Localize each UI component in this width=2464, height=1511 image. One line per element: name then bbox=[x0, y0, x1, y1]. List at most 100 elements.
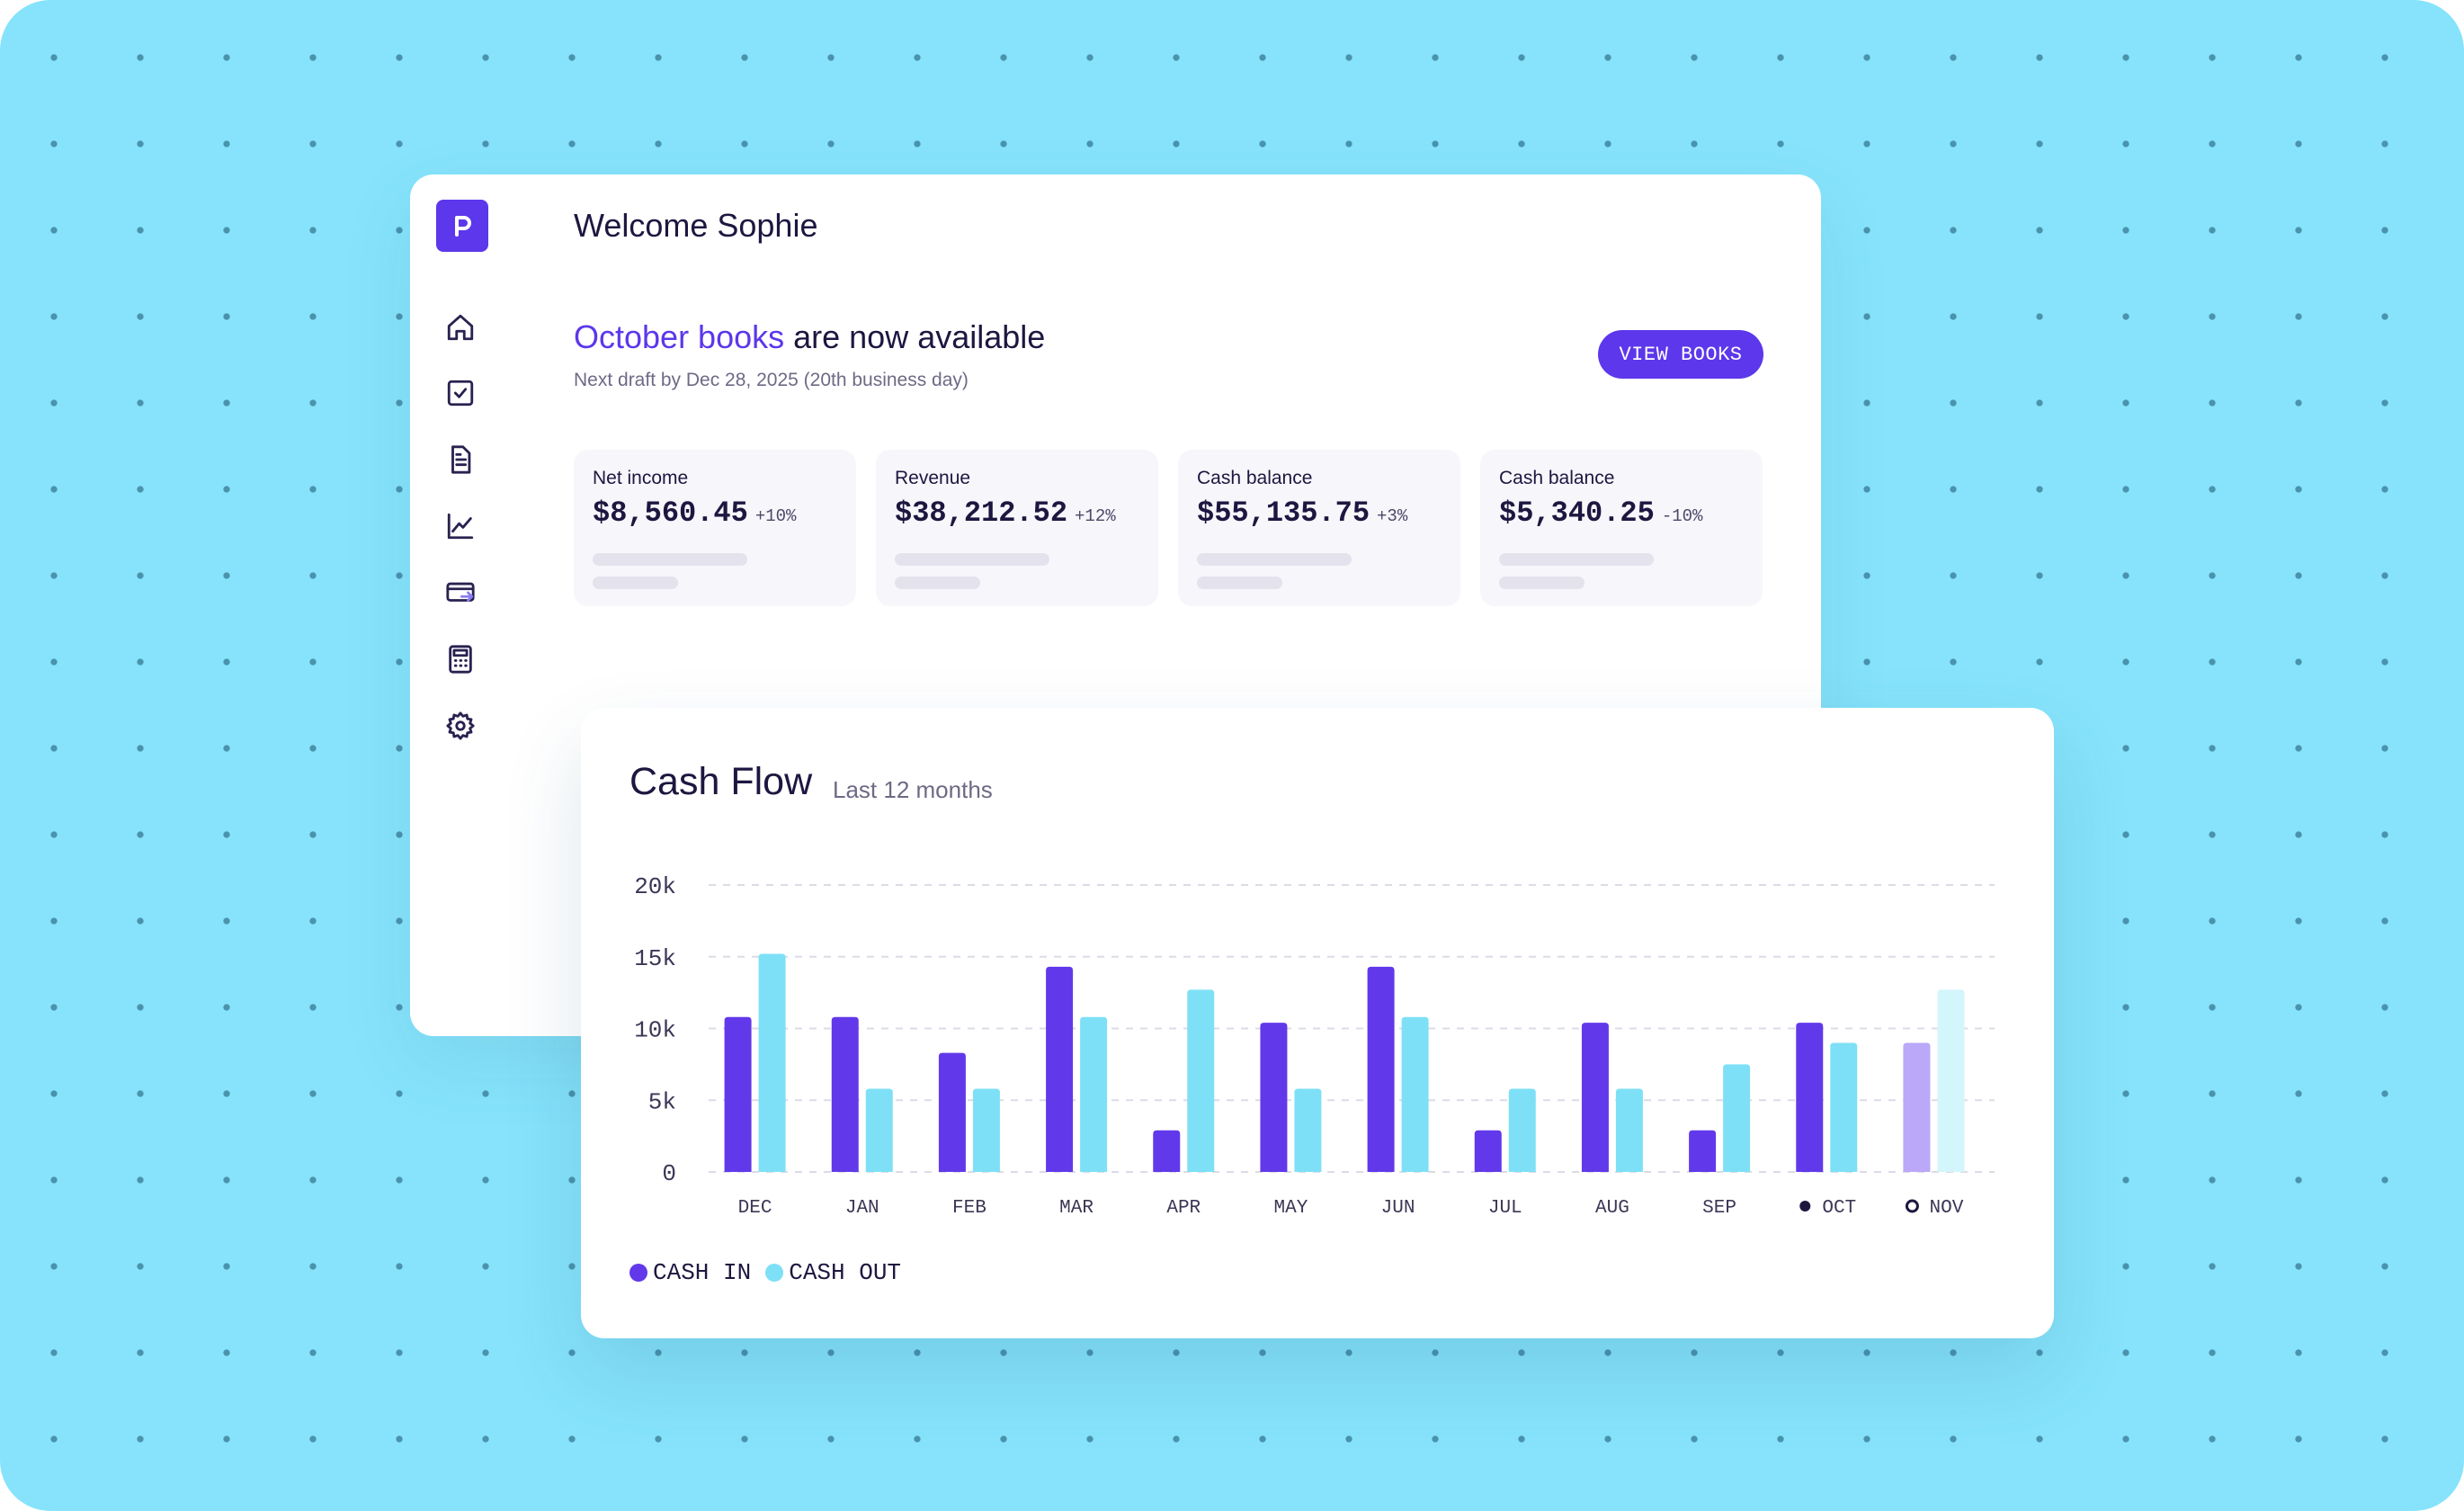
x-tick-label: JUN bbox=[1381, 1198, 1415, 1219]
sidebar-item-reports[interactable] bbox=[442, 508, 478, 544]
kpi-amount: $55,135.75 bbox=[1197, 496, 1370, 530]
kpi-value: $55,135.75 +3% bbox=[1197, 496, 1407, 530]
kpi-label: Cash balance bbox=[1499, 468, 1615, 488]
kpi-value: $5,340.25 -10% bbox=[1499, 496, 1702, 530]
chart-legend: CASH IN CASH OUT bbox=[629, 1259, 901, 1286]
y-tick-label: 15k bbox=[634, 945, 676, 972]
bar-cash-in bbox=[831, 1016, 859, 1172]
bar-cash-out bbox=[1508, 1088, 1536, 1172]
bar-cash-out bbox=[1830, 1042, 1858, 1172]
home-icon bbox=[447, 314, 474, 341]
cash-flow-chart: 20k 15k 10k 5k 0 DEC JAN FEB MAR APR MAY JUN JUL AUG S… bbox=[634, 873, 1995, 1219]
bar-cash-in bbox=[1260, 1023, 1288, 1172]
bar-cash-in bbox=[1689, 1130, 1717, 1172]
bar-cash-in bbox=[1367, 966, 1395, 1172]
books-link[interactable]: October books bbox=[574, 318, 785, 355]
kpi-change: -10% bbox=[1661, 506, 1703, 526]
kpi-change: +3% bbox=[1377, 506, 1408, 526]
cash-flow-card: Cash Flow Last 12 months 20k 15k 10k 5k 0 DEC… bbox=[581, 708, 2054, 1338]
next-draft-note: Next draft by Dec 28, 2025 (20th busines… bbox=[574, 370, 969, 390]
sidebar-item-calculator[interactable] bbox=[442, 641, 478, 677]
books-headline: October books are now available bbox=[574, 318, 1045, 356]
calculator-icon bbox=[449, 645, 472, 674]
kpi-placeholder-bar bbox=[1499, 577, 1585, 589]
bar-cash-out bbox=[1401, 1016, 1429, 1172]
kpi-label: Cash balance bbox=[1197, 468, 1313, 488]
bar-cash-out bbox=[758, 953, 786, 1172]
x-tick-label: OCT bbox=[1822, 1198, 1856, 1219]
x-tick-label: MAR bbox=[1059, 1198, 1094, 1219]
card-transfer-icon bbox=[446, 582, 475, 602]
kpi-label: Revenue bbox=[895, 468, 971, 488]
legend-swatch-cash-out bbox=[765, 1264, 784, 1282]
bar-cash-out bbox=[1937, 989, 1965, 1172]
kpi-value: $38,212.52 +12% bbox=[895, 496, 1116, 530]
bar-cash-in bbox=[1046, 966, 1074, 1172]
bar-cash-out bbox=[1615, 1088, 1643, 1172]
x-tick-label: AUG bbox=[1595, 1198, 1629, 1219]
legend-label: CASH IN bbox=[653, 1259, 752, 1286]
x-tick-label: JUL bbox=[1488, 1198, 1522, 1219]
kpi-card-cash-balance-2[interactable]: Cash balance $5,340.25 -10% bbox=[1480, 450, 1763, 606]
bar-cash-out bbox=[972, 1088, 1000, 1172]
y-tick-label: 10k bbox=[634, 1017, 676, 1044]
bar-cash-out bbox=[1723, 1064, 1751, 1172]
x-tick-label: DEC bbox=[738, 1198, 772, 1219]
y-tick-label: 5k bbox=[648, 1088, 676, 1115]
sidebar-item-documents[interactable] bbox=[442, 442, 478, 478]
kpi-placeholder-bar bbox=[895, 577, 980, 589]
kpi-card-net-income[interactable]: Net income $8,560.45 +10% bbox=[574, 450, 856, 606]
legend-item-cash-in[interactable]: CASH IN bbox=[629, 1259, 751, 1286]
bar-cash-in bbox=[724, 1016, 752, 1172]
gear-icon bbox=[446, 711, 475, 740]
y-tick-label: 20k bbox=[634, 873, 676, 900]
sidebar-item-tasks[interactable] bbox=[442, 375, 478, 411]
kpi-placeholder-bar bbox=[1197, 577, 1282, 589]
kpi-amount: $8,560.45 bbox=[593, 496, 748, 530]
legend-swatch-cash-in bbox=[629, 1264, 647, 1282]
x-tick-label: JAN bbox=[845, 1198, 879, 1219]
kpi-placeholder-bar bbox=[1197, 553, 1352, 566]
x-tick-label: FEB bbox=[952, 1198, 986, 1219]
bar-cash-out bbox=[1294, 1088, 1322, 1172]
kpi-placeholder-bar bbox=[593, 577, 678, 589]
bar-cash-in bbox=[1796, 1023, 1824, 1172]
chart-subtitle: Last 12 months bbox=[833, 776, 993, 803]
checkbox-icon bbox=[447, 380, 474, 407]
bar-cash-in bbox=[938, 1052, 966, 1172]
document-icon bbox=[451, 445, 471, 474]
kpi-placeholder-bar bbox=[895, 553, 1049, 566]
logo-p-icon bbox=[455, 216, 471, 237]
bar-cash-out bbox=[865, 1088, 893, 1172]
kpi-card-revenue[interactable]: Revenue $38,212.52 +12% bbox=[876, 450, 1158, 606]
chart-title: Cash Flow bbox=[629, 760, 813, 803]
app-logo[interactable] bbox=[436, 200, 488, 252]
legend-label: CASH OUT bbox=[789, 1259, 902, 1286]
chart-line-icon bbox=[447, 513, 474, 540]
x-tick-label: SEP bbox=[1702, 1198, 1736, 1219]
page-title: Welcome Sophie bbox=[574, 207, 818, 244]
kpi-change: +10% bbox=[754, 506, 797, 526]
kpi-value: $8,560.45 +10% bbox=[593, 496, 796, 530]
kpi-card-cash-balance[interactable]: Cash balance $55,135.75 +3% bbox=[1178, 450, 1460, 606]
sidebar-item-home[interactable] bbox=[442, 309, 478, 345]
sidebar-item-settings[interactable] bbox=[442, 708, 478, 744]
bar-cash-in bbox=[1581, 1023, 1609, 1172]
view-books-button[interactable]: VIEW BOOKS bbox=[1598, 330, 1763, 379]
kpi-placeholder-bar bbox=[593, 553, 747, 566]
bar-cash-in bbox=[1474, 1130, 1502, 1172]
x-tick-label: APR bbox=[1166, 1198, 1201, 1219]
bar-cash-in bbox=[1903, 1042, 1931, 1172]
bar-cash-out bbox=[1187, 989, 1215, 1172]
x-tick-label: MAY bbox=[1274, 1198, 1308, 1219]
legend-item-cash-out[interactable]: CASH OUT bbox=[765, 1259, 901, 1286]
current-month-marker bbox=[1799, 1201, 1811, 1211]
kpi-change: +12% bbox=[1075, 506, 1116, 526]
projected-month-marker bbox=[1905, 1199, 1919, 1213]
sidebar-item-transactions[interactable] bbox=[442, 575, 478, 611]
kpi-amount: $5,340.25 bbox=[1499, 496, 1655, 530]
bar-cash-out bbox=[1080, 1016, 1108, 1172]
kpi-label: Net income bbox=[593, 468, 689, 488]
bar-cash-in bbox=[1153, 1130, 1181, 1172]
